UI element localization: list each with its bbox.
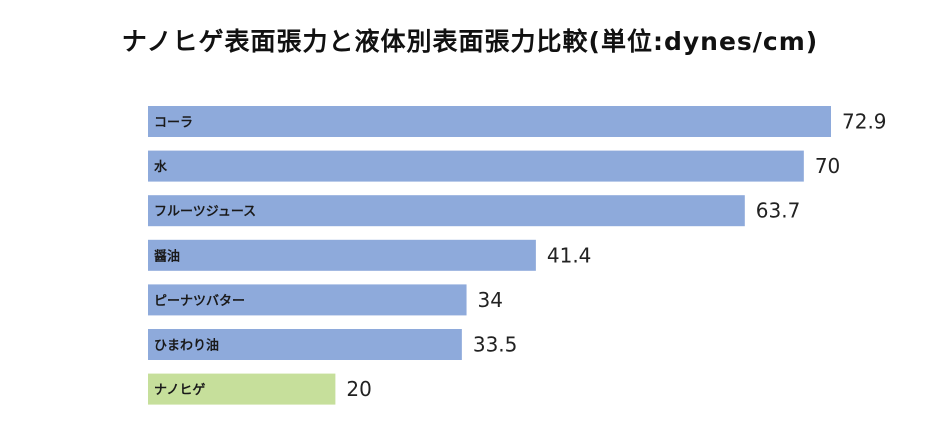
category-label-0: コーラ — [154, 116, 193, 131]
value-label-1: 70 — [815, 154, 840, 178]
value-label-0: 72.9 — [842, 110, 887, 134]
bar-4 — [148, 284, 467, 316]
bar-1 — [148, 150, 804, 182]
category-label-3: 醤油 — [154, 248, 180, 264]
bars-group: コーラ 72.9 水 70 フルーツジュース 63.7 醤油 41.4 ピーナツバター 34 ひまわ… — [148, 106, 887, 405]
category-label-1: 水 — [154, 159, 168, 175]
value-label-6: 20 — [346, 377, 371, 401]
value-label-3: 41.4 — [547, 243, 592, 267]
value-label-2: 63.7 — [756, 199, 801, 223]
bar-2 — [148, 195, 745, 227]
bar-5 — [148, 329, 462, 360]
bar-0 — [148, 106, 831, 137]
category-label-6: ナノヒゲ — [154, 382, 205, 398]
value-label-4: 34 — [478, 288, 503, 312]
category-label-5: ひまわり油 — [154, 338, 219, 354]
category-label-2: フルーツジュース — [154, 205, 256, 220]
value-label-5: 33.5 — [473, 333, 518, 357]
bar-3 — [148, 239, 536, 271]
category-label-4: ピーナツバター — [154, 294, 245, 309]
bar-6 — [148, 373, 336, 405]
chart-title: ナノヒゲ表面張力と液体別表面張力比較(単位:dynes/cm) — [121, 27, 819, 56]
